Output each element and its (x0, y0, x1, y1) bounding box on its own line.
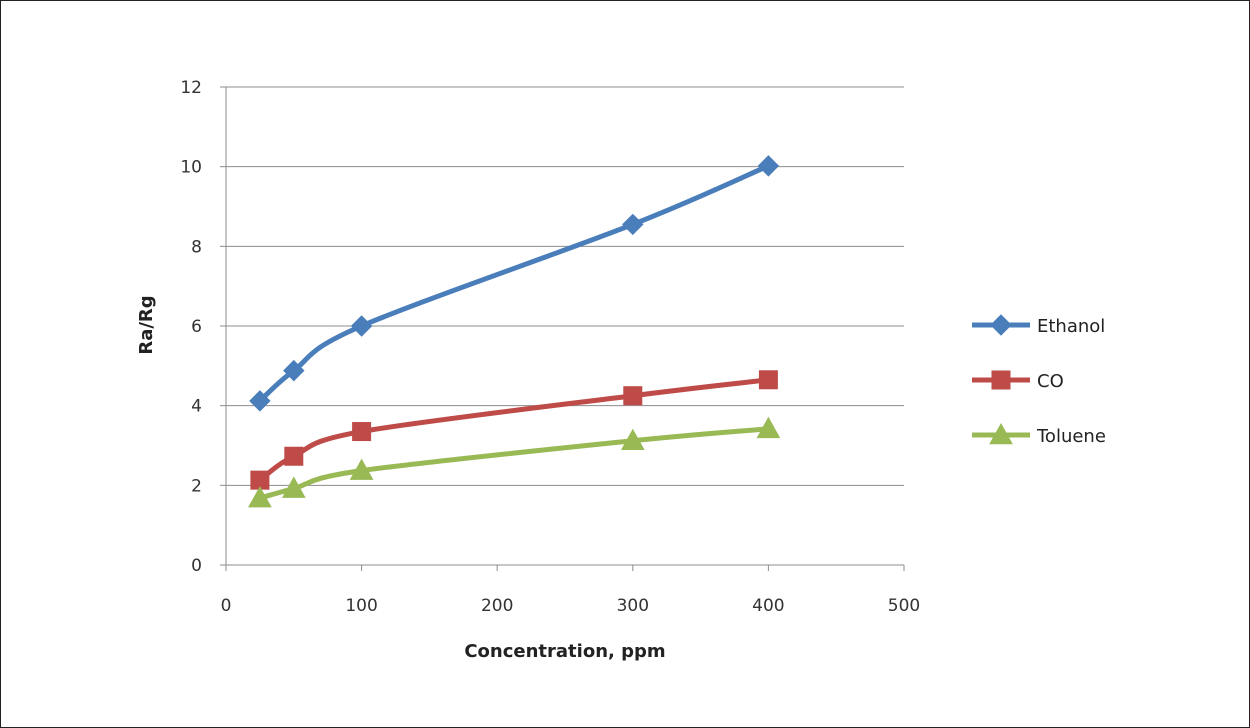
series-line (257, 377, 771, 483)
series-toluene (248, 416, 781, 508)
x-tick-label: 500 (888, 596, 920, 616)
y-axis-title: Ra/Rg (136, 295, 157, 354)
x-tick-label: 100 (345, 596, 377, 616)
data-point (249, 390, 271, 412)
series-co (250, 370, 778, 490)
x-tick-label: 200 (481, 596, 513, 616)
legend-item-toluene: Toluene (972, 422, 1106, 447)
data-point (757, 155, 780, 177)
legend-label: Ethanol (1037, 316, 1105, 337)
data-point (352, 422, 372, 442)
data-point (623, 386, 643, 406)
series-ethanol (249, 155, 780, 412)
data-point (349, 458, 374, 480)
legend-label: CO (1037, 371, 1064, 392)
y-tick-label: 8 (191, 237, 202, 257)
data-point (756, 416, 781, 439)
gridlines (226, 86, 904, 486)
data-point (620, 428, 645, 451)
y-tick-label: 6 (191, 317, 202, 337)
data-point (622, 213, 644, 236)
data-point (284, 446, 304, 466)
data-point (283, 359, 305, 382)
y-tick-label: 12 (180, 78, 202, 98)
x-tick-label: 400 (752, 596, 784, 616)
data-point (758, 370, 778, 390)
x-axis-title: Concentration, ppm (464, 641, 665, 662)
legend-item-ethanol: Ethanol (972, 314, 1105, 337)
legend-swatch-marker (990, 314, 1012, 336)
data-point (248, 486, 272, 508)
legend-swatch-marker (991, 370, 1011, 390)
series-line (257, 163, 771, 404)
legend-swatch-marker (989, 422, 1013, 445)
legend-label: Toluene (1036, 426, 1106, 447)
y-tick-label: 10 (180, 158, 202, 178)
series-group (248, 155, 781, 508)
legend: Ethanol CO Toluene (972, 314, 1106, 447)
y-tick-label: 4 (191, 397, 202, 417)
legend-item-co: CO (972, 370, 1064, 392)
y-tick-label: 0 (191, 556, 202, 576)
x-tick-label: 0 (221, 596, 232, 616)
data-point (350, 315, 373, 337)
data-point (281, 476, 306, 498)
y-tick-label: 2 (191, 476, 202, 496)
x-tick-label: 300 (617, 596, 649, 616)
axes: 0 2 4 6 8 10 12 0 100 200 300 400 500 (180, 78, 920, 616)
